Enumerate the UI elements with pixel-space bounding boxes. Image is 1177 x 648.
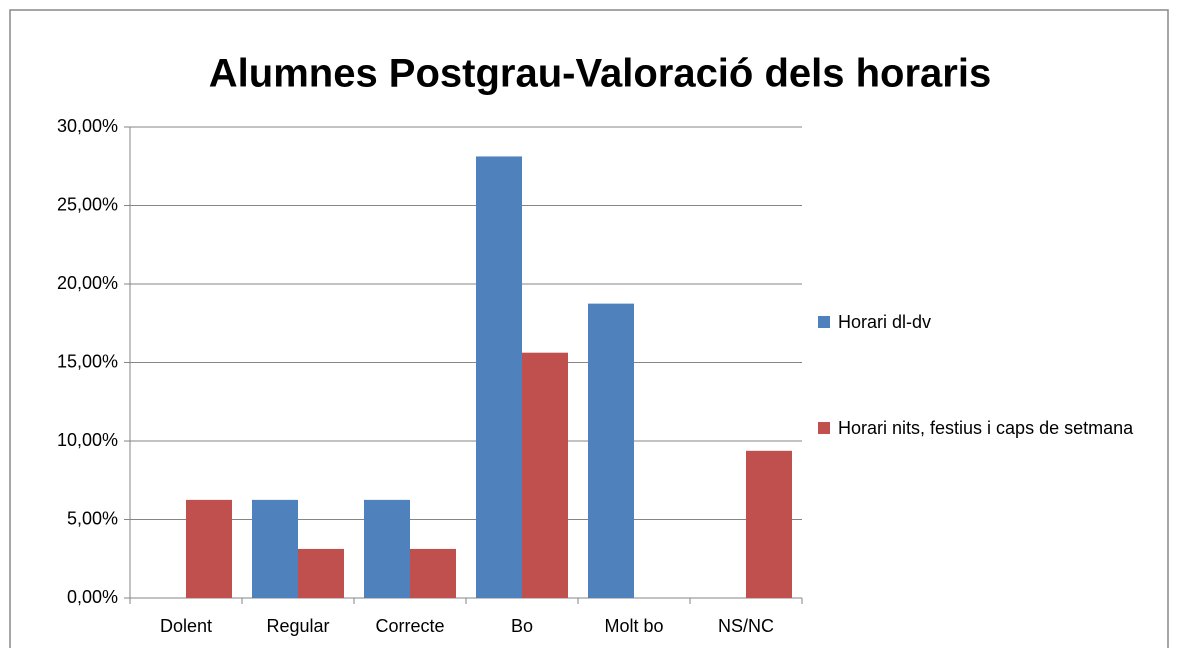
y-tick-label: 0,00% <box>67 587 118 607</box>
bar <box>298 548 344 598</box>
bar <box>186 499 232 598</box>
legend-label: Horari dl-dv <box>838 312 932 332</box>
x-tick-label: Dolent <box>160 616 212 636</box>
y-tick-label: 15,00% <box>57 351 118 371</box>
x-tick-label: NS/NC <box>718 616 774 636</box>
legend-swatch <box>818 316 830 328</box>
y-tick-label: 25,00% <box>57 194 118 214</box>
x-tick-label: Molt bo <box>604 616 663 636</box>
bar <box>588 303 634 598</box>
x-tick-label: Correcte <box>375 616 444 636</box>
y-tick-label: 5,00% <box>67 508 118 528</box>
x-tick-label: Regular <box>266 616 329 636</box>
bar <box>522 352 568 598</box>
bar <box>746 450 792 598</box>
bar <box>410 548 456 598</box>
bar <box>252 499 298 598</box>
legend-swatch <box>818 422 830 434</box>
legend-label: Horari nits, festius i caps de setmana <box>838 418 1134 438</box>
x-tick-label: Bo <box>511 616 533 636</box>
y-tick-label: 20,00% <box>57 273 118 293</box>
chart-title: Alumnes Postgrau-Valoració dels horaris <box>209 52 991 96</box>
y-tick-label: 30,00% <box>57 116 118 136</box>
chart-border <box>9 9 1169 648</box>
bar <box>476 156 522 598</box>
bar <box>364 499 410 598</box>
y-tick-label: 10,00% <box>57 430 118 450</box>
